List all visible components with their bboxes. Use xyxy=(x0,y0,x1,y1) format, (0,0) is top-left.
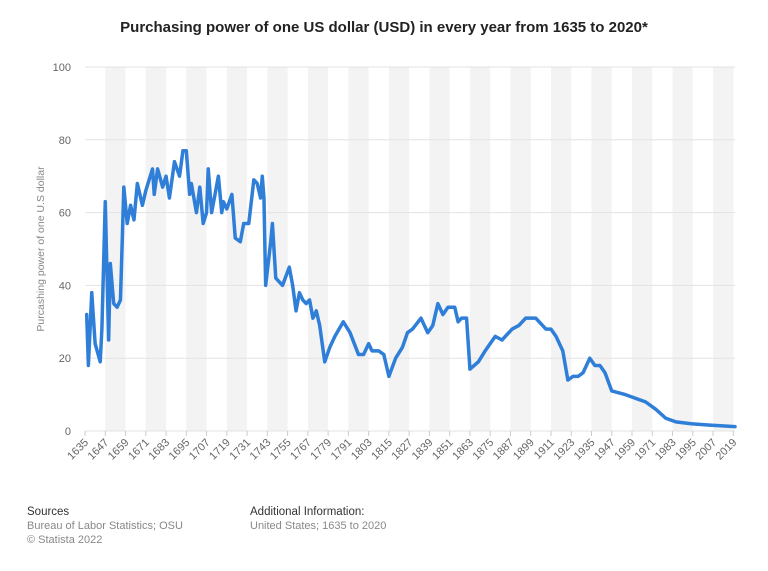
x-tick-label: 1947 xyxy=(592,437,618,463)
x-tick-label: 1671 xyxy=(126,437,152,463)
band xyxy=(510,67,531,431)
x-tick-label: 1971 xyxy=(633,437,659,463)
y-tick-label: 60 xyxy=(59,208,71,220)
plot-background xyxy=(105,67,734,431)
band xyxy=(713,67,734,431)
x-tick-label: 1959 xyxy=(612,437,638,463)
band xyxy=(145,67,167,431)
sources-title: Sources xyxy=(27,506,70,518)
band xyxy=(469,67,491,431)
band xyxy=(226,67,248,431)
chart: Purchasing power of one US dollar (USD) … xyxy=(35,19,740,463)
x-tick-label: 1695 xyxy=(167,437,193,463)
copyright: © Statista 2022 xyxy=(27,534,103,546)
band xyxy=(186,67,207,431)
y-tick-label: 100 xyxy=(53,62,71,74)
x-tick-label: 1755 xyxy=(268,437,294,463)
x-tick-label: 1995 xyxy=(673,437,699,463)
band xyxy=(672,67,693,431)
band xyxy=(429,67,450,431)
info: United States; 1635 to 2020 xyxy=(250,520,387,532)
x-tick-label: 1731 xyxy=(227,437,253,463)
x-tick-label: 1827 xyxy=(389,437,415,463)
chart-title: Purchasing power of one US dollar (USD) … xyxy=(120,19,648,36)
sources: Bureau of Labor Statistics; OSU xyxy=(27,520,183,532)
x-tick-label: 1743 xyxy=(248,437,274,463)
x-tick-label: 1887 xyxy=(491,437,517,463)
x-tick-label: 1659 xyxy=(106,437,132,463)
band xyxy=(348,67,369,431)
band xyxy=(388,67,410,431)
x-tick-label: 1815 xyxy=(369,437,395,463)
x-tick-label: 1899 xyxy=(511,437,537,463)
x-tick-label: 1647 xyxy=(86,437,112,463)
x-tick-label: 1791 xyxy=(329,437,355,463)
x-tick-label: 1983 xyxy=(653,437,679,463)
x-tick-label: 1779 xyxy=(308,437,334,463)
x-tick-label: 1767 xyxy=(288,437,314,463)
x-tick-label: 1935 xyxy=(572,437,598,463)
x-tick-label: 2019 xyxy=(714,437,740,463)
band xyxy=(632,67,653,431)
info-title: Additional Information: xyxy=(250,506,365,518)
x-tick-label: 1875 xyxy=(471,437,497,463)
y-tick-label: 0 xyxy=(65,426,71,438)
x-tick-label: 1863 xyxy=(450,437,476,463)
x-tick-label: 1707 xyxy=(187,437,213,463)
x-tick-label: 1839 xyxy=(410,437,436,463)
data-line xyxy=(84,148,737,429)
x-tick-label: 1635 xyxy=(65,437,91,463)
band xyxy=(267,67,288,431)
x-tick-label: 1719 xyxy=(207,437,233,463)
x-tick-label: 1683 xyxy=(146,437,172,463)
y-tick-label: 80 xyxy=(59,135,71,147)
x-tick-label: 1923 xyxy=(552,437,578,463)
y-axis-label: Purcashing power of one U.S dollar xyxy=(35,166,47,332)
x-tick-label: 2007 xyxy=(693,437,719,463)
x-tick-label: 1851 xyxy=(430,437,456,463)
band xyxy=(307,67,329,431)
y-tick-label: 40 xyxy=(59,280,71,292)
band xyxy=(591,67,612,431)
y-tick-label: 20 xyxy=(59,353,71,365)
x-tick-label: 1803 xyxy=(349,437,375,463)
x-tick-label: 1911 xyxy=(532,437,557,462)
